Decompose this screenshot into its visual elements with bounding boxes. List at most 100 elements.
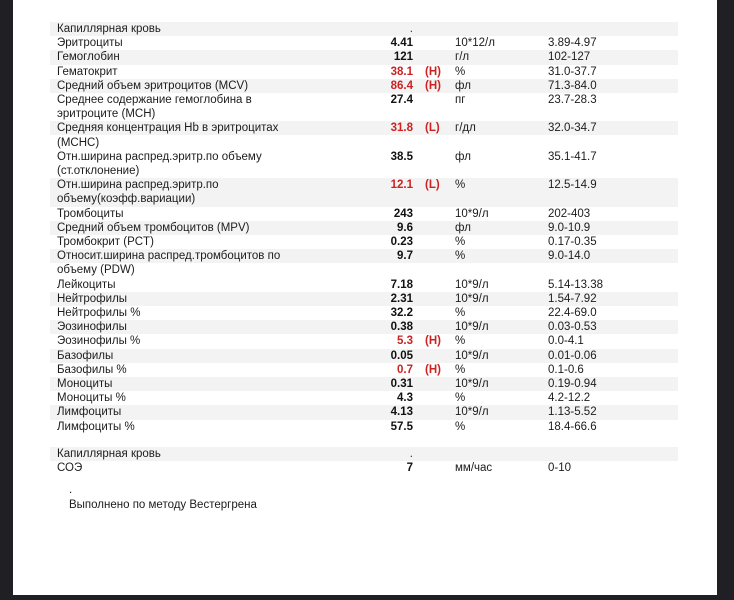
result-value: 7 [406, 462, 413, 475]
reference-range: 0.0-4.1 [548, 335, 584, 348]
parameter-name: Гемоглобин [57, 51, 120, 64]
parameter-name: Моноциты % [57, 392, 126, 405]
reference-range: 22.4-69.0 [548, 307, 597, 320]
parameter-name: Базофилы [57, 349, 114, 362]
parameter-name: Моноциты [57, 378, 113, 391]
lab-result-row: Относит.ширина распред.тромбоцитов по об… [50, 249, 678, 278]
lab-result-row: Средняя концентрация Hb в эритроцитах (M… [50, 121, 678, 150]
result-value: 38.5 [390, 150, 413, 163]
result-value: 86.4 [390, 79, 413, 92]
reference-range: 3.89-4.97 [548, 37, 597, 50]
reference-range: 102-127 [548, 51, 591, 64]
parameter-name: Средний объем тромбоцитов (MPV) [57, 221, 250, 234]
result-unit: 10*9/л [455, 349, 489, 362]
abnormal-flag: (H) [425, 65, 441, 78]
result-value: 27.4 [390, 94, 413, 107]
result-unit: % [455, 392, 466, 405]
reference-range: 31.0-37.7 [548, 65, 597, 78]
parameter-name: Эритроциты [57, 37, 123, 50]
lab-result-row: Эритроциты 4.41 10*12/л 3.89-4.97 [50, 36, 678, 50]
result-value: 121 [393, 51, 413, 64]
section-header-row: Капиллярная кровь. [50, 22, 678, 37]
result-unit: % [455, 335, 466, 348]
parameter-name: Лимфоциты [57, 406, 122, 419]
result-unit: фл [455, 150, 471, 163]
abnormal-flag: (H) [425, 79, 441, 92]
result-unit: 10*12/л [455, 37, 495, 50]
viewer-frame-left [0, 0, 13, 600]
footer-note-block: . Выполнено по методу Вестергрена [69, 483, 717, 511]
lab-result-row: Базофилы 0.05 10*9/л 0.01-0.06 [50, 348, 678, 363]
section-header-value: . [409, 447, 413, 460]
parameter-name: Тромбокрит (PCT) [57, 236, 154, 249]
parameter-name: Лейкоциты [57, 278, 116, 291]
lab-result-row: Гемоглобин 121 г/л 102-127 [50, 50, 678, 65]
reference-range: 0.1-0.6 [548, 363, 584, 376]
result-unit: % [455, 307, 466, 320]
result-value: 9.7 [397, 250, 413, 263]
result-value: 0.31 [390, 378, 413, 391]
result-value: 12.1 [390, 179, 413, 192]
result-unit: г/дл [455, 122, 476, 135]
result-unit: 10*9/л [455, 321, 489, 334]
parameter-name: Средний объем эритроцитов (MCV) [57, 79, 249, 92]
reference-range: 9.0-14.0 [548, 250, 591, 263]
lab-result-row: Среднее содержание гемоглобина в эритроц… [50, 93, 678, 121]
parameter-name: Базофилы % [57, 363, 127, 376]
parameter-name: Среднее содержание гемоглобина в эритроц… [57, 94, 252, 121]
parameter-name: Гематокрит [57, 65, 118, 78]
result-value: 4.13 [390, 406, 413, 419]
lab-result-row: Гематокрит 38.1 (H)% 31.0-37.7 [50, 65, 678, 79]
section-title: Капиллярная кровь [57, 447, 161, 460]
result-value: 0.38 [390, 321, 413, 334]
parameter-name: Отн.ширина распред.эритр.по объему(коэфф… [57, 179, 219, 206]
abnormal-flag: (H) [425, 335, 441, 348]
parameter-name: Средняя концентрация Hb в эритроцитах (M… [57, 122, 279, 149]
result-value: 38.1 [390, 65, 413, 78]
result-unit: % [455, 236, 466, 249]
lab-result-row: Эозинофилы 0.38 10*9/л 0.03-0.53 [50, 320, 678, 335]
result-unit: 10*9/л [455, 278, 489, 291]
reference-range: 35.1-41.7 [548, 150, 597, 163]
reference-range: 23.7-28.3 [548, 94, 597, 107]
parameter-name: СОЭ [57, 462, 83, 475]
result-unit: 10*9/л [455, 406, 489, 419]
result-unit: % [455, 179, 466, 192]
reference-range: 4.2-12.2 [548, 392, 591, 405]
lab-result-row: Лейкоциты 7.18 10*9/л 5.14-13.38 [50, 278, 678, 292]
abnormal-flag: (L) [425, 179, 440, 192]
lab-result-row: Отн.ширина распред.эритр.по объему(коэфф… [50, 178, 678, 207]
parameter-name: Эозинофилы % [57, 335, 141, 348]
lab-result-row: Лимфоциты % 57.5% 18.4-66.6 [50, 420, 678, 434]
result-value: 4.41 [390, 37, 413, 50]
result-unit: мм/час [455, 462, 493, 475]
lab-result-row: Эозинофилы % 5.3 (H)% 0.0-4.1 [50, 334, 678, 348]
result-value: 5.3 [397, 335, 413, 348]
reference-range: 12.5-14.9 [548, 179, 597, 192]
result-value: 32.2 [390, 307, 413, 320]
result-value: 57.5 [390, 420, 413, 433]
lab-report-page: Капиллярная кровь. Эритроциты 4.41 10*12/л 3… [13, 0, 717, 595]
result-unit: % [455, 420, 466, 433]
section-header-row: Капиллярная кровь. [50, 446, 678, 462]
lab-result-row: Средний объем эритроцитов (MCV) 86.4 (H) фл… [50, 78, 678, 94]
parameter-name: Нейтрофилы [57, 292, 128, 305]
result-value: 2.31 [390, 292, 413, 305]
lab-result-row: Моноциты % 4.3% 4.2-12.2 [50, 391, 678, 405]
result-unit: % [455, 250, 466, 263]
result-unit: % [455, 363, 466, 376]
lab-result-row: Отн.ширина распред.эритр.по объему (ст.о… [50, 150, 678, 178]
reference-range: 5.14-13.38 [548, 278, 603, 291]
reference-range: 1.13-5.52 [548, 406, 597, 419]
lab-result-row: Нейтрофилы % 32.2% 22.4-69.0 [50, 306, 678, 320]
result-value: 0.7 [397, 363, 413, 376]
parameter-name: Эозинофилы [57, 321, 127, 334]
abnormal-flag: (H) [425, 363, 441, 376]
parameter-name: Относит.ширина распред.тромбоцитов по об… [57, 250, 281, 277]
result-value: 31.8 [390, 122, 413, 135]
lab-result-row: Тромбокрит (PCT) 0.23% 0.17-0.35 [50, 235, 678, 249]
viewer-frame-bottom [0, 595, 734, 600]
result-unit: % [455, 65, 466, 78]
lab-result-row: СОЭ 7 мм/час 0-10 [50, 461, 678, 475]
result-unit: фл [455, 79, 471, 92]
